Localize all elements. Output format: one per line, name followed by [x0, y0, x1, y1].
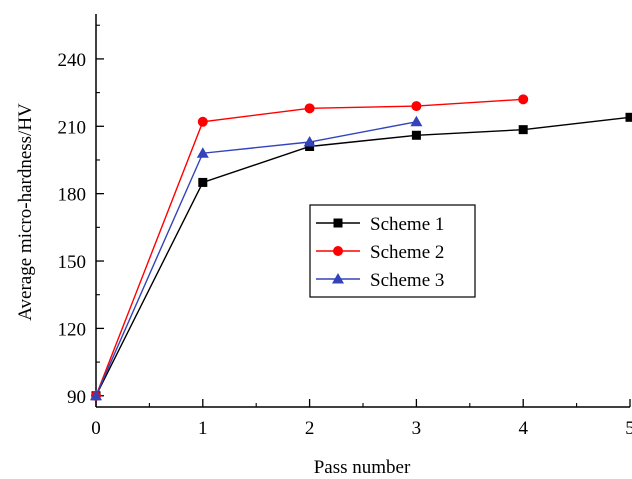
legend-label: Scheme 3 — [370, 270, 444, 291]
series-line — [95, 121, 417, 397]
y-axis-label: Average micro-hardness/HV — [15, 103, 36, 321]
legend-entry: Scheme 1 — [316, 214, 444, 235]
data-point — [518, 125, 528, 135]
data-point — [198, 177, 208, 187]
data-point — [197, 116, 208, 127]
x-tick-label: 1 — [198, 418, 208, 439]
data-point — [410, 115, 423, 127]
legend-entry: Scheme 3 — [316, 270, 444, 291]
legend: Scheme 1 Scheme 2 Scheme 3 — [309, 204, 476, 298]
data-point — [411, 130, 421, 140]
data-point — [196, 147, 209, 158]
x-tick-label: 0 — [91, 418, 101, 439]
x-tick-label: 4 — [518, 418, 528, 439]
y-tick-label: 90 — [67, 387, 86, 408]
data-point — [625, 112, 632, 122]
legend-label: Scheme 1 — [370, 214, 444, 235]
data-point — [304, 103, 315, 114]
y-tick-label: 120 — [58, 319, 87, 340]
legend-label: Scheme 2 — [370, 242, 444, 263]
y-tick-label: 180 — [58, 185, 87, 206]
legend-entry: Scheme 2 — [316, 242, 444, 263]
x-tick-label: 5 — [625, 418, 632, 439]
series-3 — [90, 115, 423, 401]
data-point — [518, 94, 529, 105]
data-point — [411, 101, 422, 112]
legend-marker — [332, 273, 344, 284]
legend-marker — [333, 246, 343, 256]
y-tick-label: 150 — [58, 252, 87, 273]
data-point — [90, 389, 102, 401]
y-tick-label: 240 — [58, 50, 87, 71]
series-line — [95, 116, 631, 397]
x-tick-label: 3 — [412, 418, 422, 439]
legend-marker — [333, 218, 343, 228]
x-axis-label: Pass number — [314, 457, 411, 478]
data-point — [303, 136, 316, 147]
y-tick-label: 210 — [58, 117, 87, 138]
x-tick-label: 2 — [305, 418, 315, 439]
axes: 0 1 2 3 4 5 90 120 150 180 210 240 — [58, 14, 632, 439]
series-layer — [90, 94, 632, 401]
